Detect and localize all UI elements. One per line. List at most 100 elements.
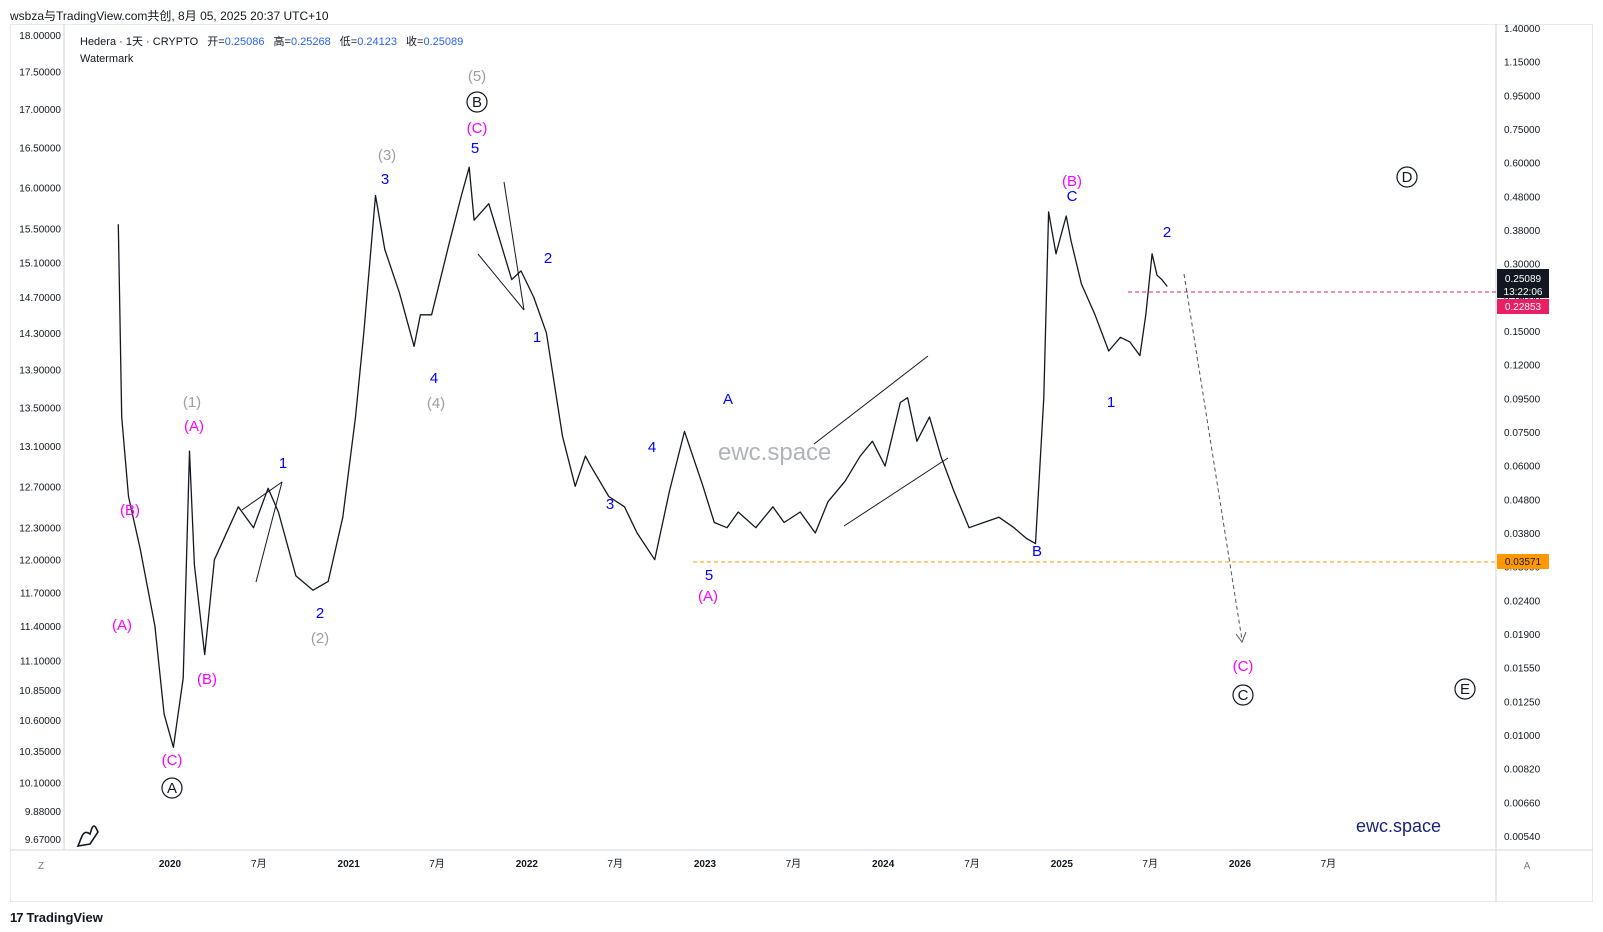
wave-labels[interactable]: (B) (A) (C) A (1) (A) (B) 1 2 (2) (3) 3 4 (4) (5) B (C) 5… xyxy=(112,68,1476,799)
right-axis-tick-label: 0.60000 xyxy=(1504,159,1541,170)
pattern-trendline[interactable] xyxy=(503,181,525,311)
wave-label: 5 xyxy=(705,567,713,584)
time-axis-tick-label: 2022 xyxy=(516,859,539,870)
wave-label-circle xyxy=(1454,678,1476,700)
left-price-axis[interactable]: 18.00000 17.50000 17.00000 16.50000 16.00000… xyxy=(19,31,61,846)
left-axis-tick-label: 13.10000 xyxy=(19,442,61,453)
pattern-trendline[interactable] xyxy=(477,253,525,311)
legend-watermark: Watermark xyxy=(80,53,134,65)
left-axis-tick-label: 14.30000 xyxy=(19,329,61,340)
pattern-trendline[interactable] xyxy=(241,481,283,511)
left-axis-tick-label: 16.00000 xyxy=(19,183,61,194)
right-axis-tick-label: 0.95000 xyxy=(1504,91,1541,102)
wave-label: 4 xyxy=(648,439,656,456)
wave-label: (B) xyxy=(120,502,140,519)
left-axis-tick-label: 12.30000 xyxy=(19,524,61,535)
tradingview-chart-logo xyxy=(76,825,99,848)
right-axis-tick-label: 0.00660 xyxy=(1504,798,1541,809)
legend-low-label: 低= xyxy=(340,35,357,48)
legend-high-label: 高= xyxy=(274,34,291,48)
wave-label: B xyxy=(1032,543,1042,560)
log-toggle-button[interactable]: Z xyxy=(38,861,44,872)
projection-arrow-head xyxy=(1235,631,1247,644)
right-axis-tick-label: 1.40000 xyxy=(1504,24,1541,35)
right-axis-tick-label: 0.04800 xyxy=(1504,495,1541,506)
wave-label: C xyxy=(1067,188,1078,205)
right-axis-tick-label: 0.02400 xyxy=(1504,596,1541,607)
wave-label: 4 xyxy=(430,370,438,387)
legend-close: 0.25089 xyxy=(423,36,463,48)
wave-label: (B) xyxy=(1062,173,1082,190)
auto-scale-button[interactable]: A xyxy=(1524,861,1531,872)
time-axis-tick-label: 7月 xyxy=(1321,858,1337,870)
wave-label: (A) xyxy=(112,617,132,634)
time-axis-tick-label: 2025 xyxy=(1051,859,1074,870)
left-axis-tick-label: 15.50000 xyxy=(19,224,61,235)
left-axis-tick-label: 13.90000 xyxy=(19,365,61,376)
wave-label: (A) xyxy=(184,418,204,435)
center-watermark: ewc.space xyxy=(718,439,831,466)
projection-arrow xyxy=(1183,273,1243,641)
right-axis-tick-label: 0.01000 xyxy=(1504,731,1541,742)
legend-open-label: 开= xyxy=(207,36,224,48)
time-axis-tick-label: 2023 xyxy=(694,859,717,870)
right-axis-tick-label: 0.09500 xyxy=(1504,394,1541,405)
pattern-lines[interactable] xyxy=(241,181,949,583)
time-axis-tick-label: 7月 xyxy=(251,858,267,870)
right-axis-tick-label: 0.07500 xyxy=(1504,428,1541,439)
orange-level-tag: 0.03571 xyxy=(1497,554,1549,569)
price-line xyxy=(117,166,1168,748)
wave-label-circle xyxy=(1232,684,1254,706)
time-axis[interactable]: 2020 7月 2021 7月 2022 7月 2023 7月 2024 7月 2025 7月 2026… xyxy=(159,858,1336,870)
pattern-trendline[interactable] xyxy=(843,457,949,527)
pattern-trendline[interactable] xyxy=(813,355,929,445)
wave-label: A xyxy=(167,780,177,797)
brand-label: ewc.space xyxy=(1356,816,1441,836)
current-price-countdown: 13:22:06 xyxy=(1504,287,1543,298)
right-axis-tick-label: 1.15000 xyxy=(1504,58,1541,69)
left-axis-tick-label: 9.67000 xyxy=(25,835,62,846)
chart-frame[interactable]: 18.00000 17.50000 17.00000 16.50000 16.00000… xyxy=(9,23,1594,903)
footer-brand: TradingView xyxy=(26,910,103,925)
left-axis-tick-label: 9.88000 xyxy=(25,807,62,818)
right-axis-tick-label: 0.06000 xyxy=(1504,462,1541,473)
legend-line: Hedera · 1天 · CRYPTO 开=0.25086 高=0.25268… xyxy=(80,34,463,48)
red-level-tag: 0.22853 xyxy=(1497,299,1549,314)
wave-label: 2 xyxy=(544,250,552,267)
wave-label-circle xyxy=(161,777,183,799)
wave-label: (A) xyxy=(698,588,718,605)
right-axis-tick-label: 0.03800 xyxy=(1504,529,1541,540)
pattern-trendline[interactable] xyxy=(255,481,283,583)
right-axis-tick-label: 0.00540 xyxy=(1504,832,1541,843)
wave-label: 2 xyxy=(316,605,324,622)
wave-label: D xyxy=(1402,169,1413,186)
right-price-axis[interactable]: 1.40000 1.15000 0.95000 0.75000 0.60000 0.480… xyxy=(1504,24,1541,843)
wave-label: C xyxy=(1238,687,1249,704)
current-price-value: 0.25089 xyxy=(1505,274,1542,285)
right-axis-tick-label: 0.19000 xyxy=(1504,293,1541,304)
wave-label: A xyxy=(723,391,733,408)
price-chart[interactable]: 18.00000 17.50000 17.00000 16.50000 16.00000… xyxy=(9,23,1594,903)
time-axis-tick-label: 7月 xyxy=(964,858,980,870)
left-axis-tick-label: 10.85000 xyxy=(19,686,61,697)
left-axis-tick-label: 11.40000 xyxy=(20,622,61,633)
wave-label: (C) xyxy=(162,752,183,769)
wave-label: (1) xyxy=(183,394,201,411)
time-axis-tick-label: 2024 xyxy=(872,859,895,870)
wave-label: B xyxy=(472,94,482,111)
left-axis-tick-label: 14.70000 xyxy=(19,293,61,304)
time-axis-tick-label: 7月 xyxy=(607,858,623,870)
footer-logo[interactable]: 17 TradingView xyxy=(10,910,103,925)
left-axis-tick-label: 18.00000 xyxy=(19,31,61,42)
time-axis-tick-label: 2021 xyxy=(338,859,361,870)
current-price-tag: 0.25089 13:22:06 xyxy=(1497,269,1549,298)
wave-label: 1 xyxy=(533,329,541,346)
left-axis-tick-label: 11.70000 xyxy=(20,588,61,599)
wave-label: 3 xyxy=(606,496,614,513)
time-axis-tick-label: 2020 xyxy=(159,859,182,870)
right-axis-tick-label: 0.01900 xyxy=(1504,630,1541,641)
wave-label: 5 xyxy=(471,140,479,157)
orange-level-value: 0.03571 xyxy=(1505,557,1542,568)
right-axis-tick-label: 0.00820 xyxy=(1504,765,1541,776)
left-axis-tick-label: 12.70000 xyxy=(19,482,61,493)
